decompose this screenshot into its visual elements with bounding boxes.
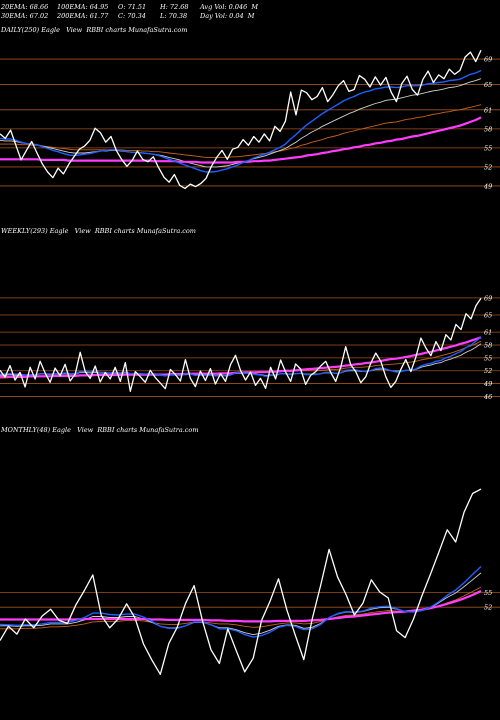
header-day-vol: Day Vol: 0.04 M: [200, 12, 255, 20]
daily-tick-label: 55: [484, 144, 492, 152]
daily-tick-label: 52: [484, 163, 492, 171]
monthly-ema-slow-line: [0, 586, 482, 630]
daily-ema-slow-line: [0, 104, 482, 158]
monthly-tick-label: 52: [484, 604, 492, 612]
monthly-ema-long-line: [0, 590, 482, 623]
daily-ema-long-line: [0, 116, 482, 164]
daily-ema-mid-line: [0, 78, 482, 168]
weekly-tick-label: 69: [484, 294, 492, 302]
daily-panel-label: DAILY(250) Eagle View RBBI charts Munafa…: [1, 26, 188, 34]
monthly-tick-label: 55: [484, 589, 492, 597]
daily-tick-label: 61: [484, 106, 492, 114]
header-ema20: 20EMA: 68.66: [1, 3, 49, 11]
header-ema200: 200EMA: 61.77: [57, 12, 109, 20]
weekly-price-line: [0, 297, 482, 392]
weekly-tick-label: 46: [483, 393, 492, 401]
header-high: H: 72.68: [160, 3, 189, 11]
header-avg-vol: Avg Vol: 0.046 M: [200, 3, 259, 11]
weekly-tick-label: 61: [484, 329, 492, 337]
monthly-panel-label: MONTHLY(48) Eagle View RBBI charts Munaf…: [1, 426, 199, 434]
header-low: L: 70.38: [160, 12, 188, 20]
header-ema30: 30EMA: 67.02: [1, 12, 49, 20]
header-close: C: 70.34: [118, 12, 146, 20]
daily-tick-label: 49: [483, 182, 492, 190]
monthly-price-line: [0, 488, 482, 675]
daily-price-line: [0, 49, 482, 190]
weekly-ema-fast-line: [0, 336, 482, 377]
daily-tick-label: 69: [484, 56, 492, 64]
weekly-tick-label: 49: [483, 380, 492, 388]
weekly-tick-label: 58: [484, 342, 492, 350]
weekly-panel-label: WEEKLY(293) Eagle View RBBI charts Munaf…: [1, 227, 196, 235]
monthly-ema-fast-line: [0, 565, 482, 638]
daily-tick-label: 58: [484, 125, 492, 133]
weekly-tick-label: 65: [484, 312, 492, 320]
header-ema100: 100EMA: 64.95: [57, 3, 109, 11]
weekly-tick-label: 55: [484, 354, 492, 362]
header-open: O: 71.51: [118, 3, 147, 11]
weekly-tick-label: 52: [484, 367, 492, 375]
daily-tick-label: 65: [484, 81, 492, 89]
